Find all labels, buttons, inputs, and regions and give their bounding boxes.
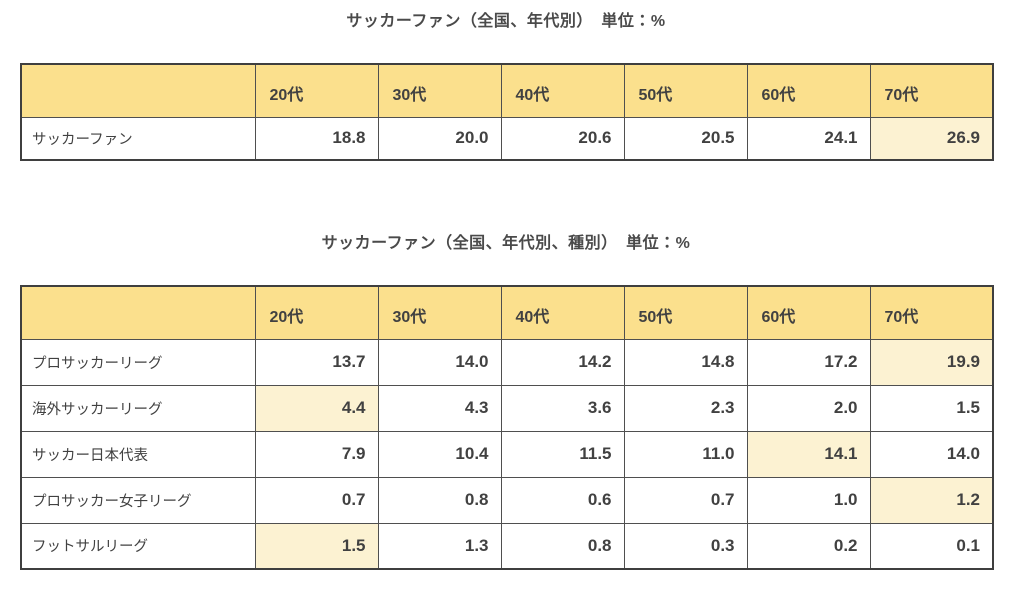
value-cell: 20.0 [377,116,502,161]
row-label: プロサッカー女子リーグ [20,476,256,524]
value-cell: 0.8 [377,476,502,524]
column-header-20代: 20代 [254,63,379,118]
value-cell: 14.0 [869,430,994,478]
value-cell: 0.6 [500,476,625,524]
table1-body: サッカーファン 18.8 20.0 20.6 20.5 24.1 26.9 [20,116,994,161]
value-cell-highlighted: 1.2 [869,476,994,524]
value-cell: 0.3 [623,522,748,570]
value-cell: 0.8 [500,522,625,570]
value-cell-highlighted: 19.9 [869,338,994,386]
value-cell: 0.7 [254,476,379,524]
value-cell: 14.0 [377,338,502,386]
value-cell-highlighted: 4.4 [254,384,379,432]
value-cell: 1.3 [377,522,502,570]
value-cell: 13.7 [254,338,379,386]
value-cell: 14.2 [500,338,625,386]
column-header-50代: 50代 [623,63,748,118]
value-cell-highlighted: 14.1 [746,430,871,478]
value-cell-highlighted: 1.5 [254,522,379,570]
corner-cell [20,285,256,340]
value-cell: 0.2 [746,522,871,570]
corner-cell [20,63,256,118]
value-cell: 0.1 [869,522,994,570]
value-cell: 18.8 [254,116,379,161]
value-cell: 1.5 [869,384,994,432]
value-cell: 4.3 [377,384,502,432]
table-row: サッカーファン 18.8 20.0 20.6 20.5 24.1 26.9 [20,116,994,161]
table2-body: プロサッカーリーグ 13.7 14.0 14.2 14.8 17.2 19.9 海外サッカーリ… [20,338,994,570]
column-header-60代: 60代 [746,285,871,340]
value-cell: 14.8 [623,338,748,386]
row-label: プロサッカーリーグ [20,338,256,386]
table2-title: サッカーファン（全国、年代別、種別） 単位：% [321,235,691,252]
column-header-70代: 70代 [869,63,994,118]
column-header-40代: 40代 [500,63,625,118]
column-header-60代: 60代 [746,63,871,118]
value-cell: 1.0 [746,476,871,524]
soccer-fan-by-age-and-type-table: 20代 30代 40代 50代 60代 70代 プロサッカーリーグ 13.7 14.0 14.2… [20,285,994,570]
table-row: プロサッカー女子リーグ 0.7 0.8 0.6 0.7 1.0 1.2 [20,476,994,524]
value-cell: 11.0 [623,430,748,478]
value-cell: 10.4 [377,430,502,478]
value-cell: 2.3 [623,384,748,432]
value-cell: 3.6 [500,384,625,432]
column-header-70代: 70代 [869,285,994,340]
column-header-20代: 20代 [254,285,379,340]
value-cell: 11.5 [500,430,625,478]
value-cell: 24.1 [746,116,871,161]
row-label: 海外サッカーリーグ [20,384,256,432]
table-row: プロサッカーリーグ 13.7 14.0 14.2 14.8 17.2 19.9 [20,338,994,386]
row-label: サッカーファン [20,116,256,161]
row-label: フットサルリーグ [20,522,256,570]
table2-header: 20代 30代 40代 50代 60代 70代 [20,285,994,340]
table-row: 海外サッカーリーグ 4.4 4.3 3.6 2.3 2.0 1.5 [20,384,994,432]
value-cell: 2.0 [746,384,871,432]
value-cell: 17.2 [746,338,871,386]
table-row: サッカー日本代表 7.9 10.4 11.5 11.0 14.1 14.0 [20,430,994,478]
column-header-30代: 30代 [377,285,502,340]
table-row: フットサルリーグ 1.5 1.3 0.8 0.3 0.2 0.1 [20,522,994,570]
table1-title: サッカーファン（全国、年代別） 単位：% [346,13,666,30]
column-header-50代: 50代 [623,285,748,340]
value-cell: 20.6 [500,116,625,161]
value-cell: 0.7 [623,476,748,524]
column-header-30代: 30代 [377,63,502,118]
soccer-fan-by-age-table: 20代 30代 40代 50代 60代 70代 サッカーファン 18.8 20.0 20.6 20… [20,63,994,161]
column-header-40代: 40代 [500,285,625,340]
table1-header: 20代 30代 40代 50代 60代 70代 [20,63,994,118]
row-label: サッカー日本代表 [20,430,256,478]
value-cell: 20.5 [623,116,748,161]
value-cell-highlighted: 26.9 [869,116,994,161]
value-cell: 7.9 [254,430,379,478]
